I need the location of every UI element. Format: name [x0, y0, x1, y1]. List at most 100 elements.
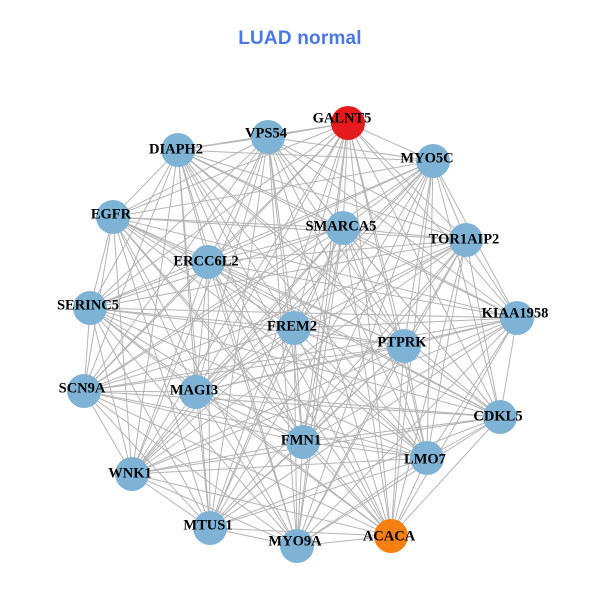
network-node[interactable] [374, 519, 408, 553]
network-edge [296, 457, 428, 547]
network-node[interactable] [67, 374, 101, 408]
network-node[interactable] [483, 400, 517, 434]
network-edge [302, 441, 392, 537]
network-edge [83, 390, 304, 443]
network-node[interactable] [410, 441, 444, 475]
network-edge [83, 390, 211, 529]
labels-layer: GALNT5 VPS54 MYO5C DIAPH2 EGFR SMARCA5 TOR1AIP… [57, 110, 548, 549]
network-edge [112, 216, 344, 229]
network-node[interactable] [251, 120, 285, 154]
network-edge [131, 441, 304, 475]
network-edge [195, 391, 304, 443]
network-edge [112, 216, 211, 529]
network-node-label: WNK1 [108, 465, 152, 481]
network-node[interactable] [277, 311, 311, 345]
network-edge [293, 327, 304, 443]
network-edge [83, 390, 197, 393]
network-node[interactable] [193, 511, 227, 545]
network-edge [177, 149, 428, 459]
network-edge [112, 122, 349, 218]
network-node[interactable] [191, 245, 225, 279]
network-edge [209, 457, 428, 529]
network-node-label: LMO7 [404, 451, 446, 467]
network-edge [83, 317, 518, 392]
network-edge [89, 122, 349, 309]
network-edge [207, 261, 428, 459]
network-node[interactable] [387, 329, 421, 363]
network-edge [207, 227, 344, 263]
network-edge [293, 317, 518, 329]
network-edge [131, 473, 392, 537]
network-edge [207, 160, 434, 263]
network-node[interactable] [331, 106, 365, 140]
network-node[interactable] [416, 144, 450, 178]
network-node[interactable] [161, 133, 195, 167]
network-edge [195, 391, 392, 537]
network-edge [403, 239, 467, 347]
network-edge [112, 160, 434, 218]
network-edge [296, 345, 405, 547]
network-edge [83, 390, 298, 547]
network-edge [426, 317, 518, 459]
network-node[interactable] [286, 425, 320, 459]
network-edge [296, 239, 467, 547]
network-edge [177, 149, 434, 162]
network-edge [347, 122, 518, 319]
network-edge [209, 327, 295, 529]
network-edge [390, 239, 467, 537]
network-node-label: DIAPH2 [149, 141, 203, 157]
page-title: LUAD normal [238, 28, 362, 49]
network-node[interactable] [179, 375, 213, 409]
network-edge [195, 391, 211, 529]
network-node-label: TOR1AIP2 [429, 231, 500, 247]
network-node[interactable] [449, 223, 483, 257]
network-edge [293, 327, 501, 418]
network-edge [296, 122, 349, 547]
network-edge [177, 149, 211, 529]
network-edge [195, 391, 298, 547]
network-edge [207, 239, 467, 263]
network-edge [403, 345, 428, 459]
network-edge [207, 261, 405, 347]
network-node-label: PTPRK [377, 334, 427, 350]
network-node-label: FREM2 [267, 318, 317, 334]
network-edge [131, 457, 428, 475]
network-edge [465, 239, 501, 418]
network-edge [267, 136, 295, 329]
network-node[interactable] [326, 211, 360, 245]
network-edge [195, 261, 209, 393]
network-node-label: KIAA1958 [482, 305, 549, 321]
network-edge [112, 216, 197, 393]
network-edge [302, 441, 428, 459]
network-node-label: CDKL5 [473, 408, 522, 424]
network-node[interactable] [115, 457, 149, 491]
network-node-label: EGFR [91, 206, 132, 222]
network-edge [342, 160, 434, 229]
network-node-label: ERCC6L2 [173, 253, 238, 269]
network-edge [112, 216, 392, 537]
network-edge [177, 149, 295, 329]
network-edge [83, 390, 392, 537]
network-edge [342, 122, 349, 229]
network-edge [390, 317, 518, 537]
network-edge [131, 122, 349, 475]
network-edge [89, 261, 209, 309]
network-edge [89, 307, 295, 329]
network-node[interactable] [500, 301, 534, 335]
network-edge [293, 227, 344, 329]
network-edge [267, 136, 298, 547]
network-edge [177, 149, 392, 537]
network-edge [293, 327, 428, 459]
network-node-label: VPS54 [245, 125, 287, 141]
network-node[interactable] [73, 291, 107, 325]
network-edge [207, 261, 298, 547]
edges-layer [83, 122, 518, 547]
network-edge [302, 416, 501, 443]
network-node-label: MTUS1 [183, 517, 232, 533]
network-edge [432, 160, 501, 418]
network-edge [112, 216, 304, 443]
network-node[interactable] [280, 529, 314, 563]
network-edge [207, 261, 518, 319]
network-edge [209, 416, 501, 529]
network-node[interactable] [96, 200, 130, 234]
